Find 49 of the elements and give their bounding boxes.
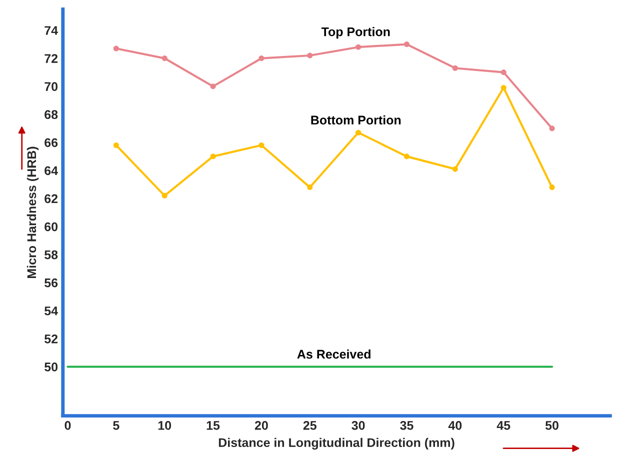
point bbox=[210, 154, 216, 160]
point bbox=[500, 84, 506, 91]
point bbox=[113, 142, 119, 148]
y-tick-label: 50 bbox=[44, 362, 58, 372]
y-axis-title: Micro Hardness (HRB) bbox=[26, 146, 39, 278]
y-tick-label: 54 bbox=[44, 306, 58, 316]
point bbox=[356, 44, 362, 50]
point bbox=[210, 84, 216, 90]
point bbox=[162, 56, 168, 62]
y-tick-label: 68 bbox=[44, 110, 58, 120]
y-tick-label: 70 bbox=[44, 82, 58, 91]
x-tick-label: 20 bbox=[254, 420, 268, 430]
y-tick-label: 52 bbox=[44, 334, 58, 344]
y-tick-label: 56 bbox=[44, 278, 58, 288]
point bbox=[258, 56, 264, 62]
point bbox=[356, 130, 362, 136]
y-tick-label: 62 bbox=[44, 194, 58, 204]
y-tick-label: 64 bbox=[44, 166, 58, 176]
point bbox=[500, 70, 506, 76]
y-tick-label: 58 bbox=[44, 250, 58, 260]
x-tick-label: 25 bbox=[303, 420, 316, 430]
x-tick-label: 30 bbox=[352, 420, 365, 430]
x-tick-label: 15 bbox=[206, 421, 220, 430]
point bbox=[452, 65, 458, 71]
point bbox=[307, 184, 313, 190]
x-axis-title: Distance in Longitudinal Direction (mm) bbox=[218, 438, 454, 450]
x-tick-label: 0 bbox=[64, 420, 71, 430]
point bbox=[404, 42, 410, 48]
x-tick-label: 10 bbox=[158, 420, 172, 430]
y-tick-label: 74 bbox=[44, 26, 58, 35]
x-tick-label: 35 bbox=[400, 420, 414, 430]
x-tick-label: 5 bbox=[113, 421, 120, 430]
point bbox=[549, 126, 555, 132]
point bbox=[549, 184, 555, 190]
y-tick-label: 66 bbox=[44, 138, 58, 148]
series-label: Bottom Portion bbox=[311, 115, 401, 125]
point bbox=[404, 154, 410, 160]
x-tick-label: 40 bbox=[448, 420, 462, 430]
point bbox=[307, 52, 313, 58]
series-label: Top Portion bbox=[321, 27, 390, 39]
point bbox=[258, 142, 264, 148]
point bbox=[162, 192, 168, 198]
point bbox=[452, 166, 458, 172]
x-tick-label: 45 bbox=[496, 421, 510, 430]
point bbox=[113, 46, 119, 52]
series-label: As Received bbox=[297, 349, 370, 359]
y-tick-label: 60 bbox=[44, 222, 58, 232]
x-tick-label: 50 bbox=[545, 420, 558, 430]
y-tick-label: 72 bbox=[44, 54, 58, 63]
